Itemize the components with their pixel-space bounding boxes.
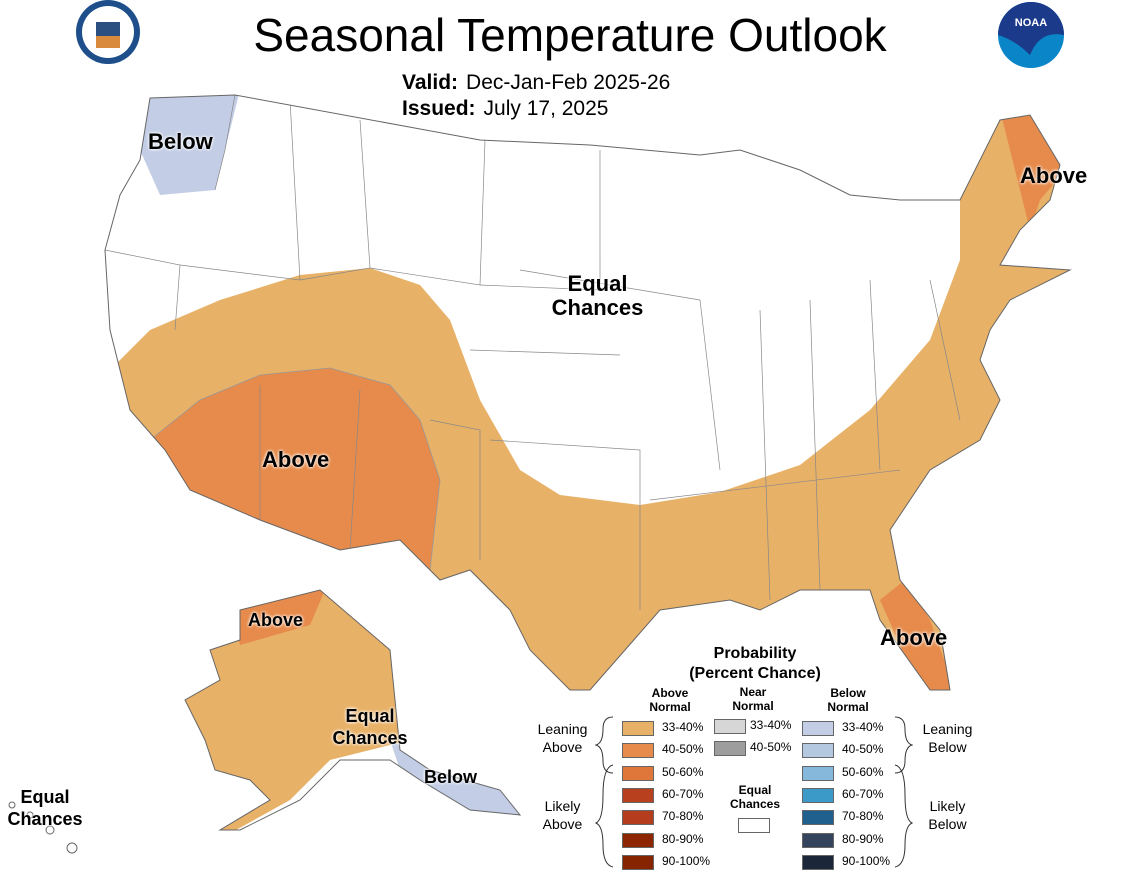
legend-braces-left [595, 716, 614, 868]
legend-above-header: Above Normal [649, 686, 691, 714]
legend-above-label: 33-40% [662, 720, 704, 734]
label-nw-below: Below [148, 129, 213, 154]
legend-near-header: Near Normal [732, 685, 774, 713]
legend-above-label: 90-100% [662, 853, 711, 868]
legend-below-label: 80-90% [842, 831, 884, 846]
swatch-near-1 [714, 741, 746, 756]
swatch-above-4 [622, 810, 654, 826]
doc-seal-logo [76, 0, 140, 64]
region-above-40-50-florida [880, 580, 955, 690]
legend-leaning-above: Leaning Above [537, 721, 588, 755]
label-hi-ec: Equal Chances [7, 787, 83, 829]
label-fl-above: Above [880, 625, 948, 650]
issued-date: Issued: July 17, 2025 [402, 97, 609, 120]
label-sw-above: Above [262, 447, 330, 472]
swatch-equal-chances [738, 818, 770, 833]
swatch-below-3 [802, 787, 834, 803]
valid-period: Valid: Dec-Jan-Feb 2025-26 [402, 71, 671, 94]
legend-leaning-below: Leaning Below [922, 721, 973, 755]
state-lines [105, 95, 961, 610]
legend-below-label: 90-100% [842, 853, 891, 868]
legend-above-label: 40-50% [662, 742, 704, 757]
swatch-above-1 [622, 743, 654, 759]
label-ak-ec: Equal Chances [332, 706, 408, 748]
swatch-above-5 [622, 832, 654, 848]
legend-below-label: 60-70% [842, 786, 884, 801]
page-title: Seasonal Temperature Outlook [253, 9, 887, 61]
legend-braces-right [894, 716, 913, 868]
hawaii [8, 801, 78, 854]
legend-below-header: Below Normal [827, 686, 869, 714]
swatch-below-2 [802, 765, 834, 781]
swatch-below-1 [802, 743, 834, 759]
swatch-below-0 [802, 721, 834, 736]
swatch-above-0 [622, 721, 654, 736]
legend-near-label: 33-40% [750, 718, 792, 732]
label-ak-above: Above [248, 610, 304, 630]
region-below-33-40-northwest [140, 95, 240, 195]
legend-below-label: 40-50% [842, 742, 884, 757]
legend-above-label: 70-80% [662, 809, 704, 824]
legend-above-label: 80-90% [662, 831, 704, 846]
label-ak-below: Below [424, 767, 478, 787]
label-ne-above: Above [1020, 163, 1088, 188]
legend-near-label: 40-50% [750, 740, 792, 754]
noaa-logo: NOAA [998, 2, 1064, 68]
legend-below-label: 70-80% [842, 809, 884, 824]
swatch-above-6 [622, 854, 654, 870]
swatch-near-0 [714, 719, 746, 734]
swatch-below-5 [802, 832, 834, 848]
legend-likely-above: Likely Above [542, 798, 583, 832]
swatch-below-6 [802, 854, 834, 870]
label-center-ec: Equal Chances [551, 271, 644, 320]
legend-title: Probability (Percent Chance) [689, 645, 821, 682]
legend-below-label: 33-40% [842, 720, 884, 734]
swatch-above-2 [622, 765, 654, 781]
legend-below-label: 50-60% [842, 764, 884, 779]
swatch-below-4 [802, 810, 834, 826]
legend-equal-chances: Equal Chances [729, 783, 781, 811]
legend-likely-below: Likely Below [928, 798, 967, 832]
legend-above-label: 50-60% [662, 764, 704, 779]
swatch-above-3 [622, 787, 654, 803]
svg-text:NOAA: NOAA [1015, 17, 1047, 29]
legend-above-label: 60-70% [662, 786, 704, 801]
